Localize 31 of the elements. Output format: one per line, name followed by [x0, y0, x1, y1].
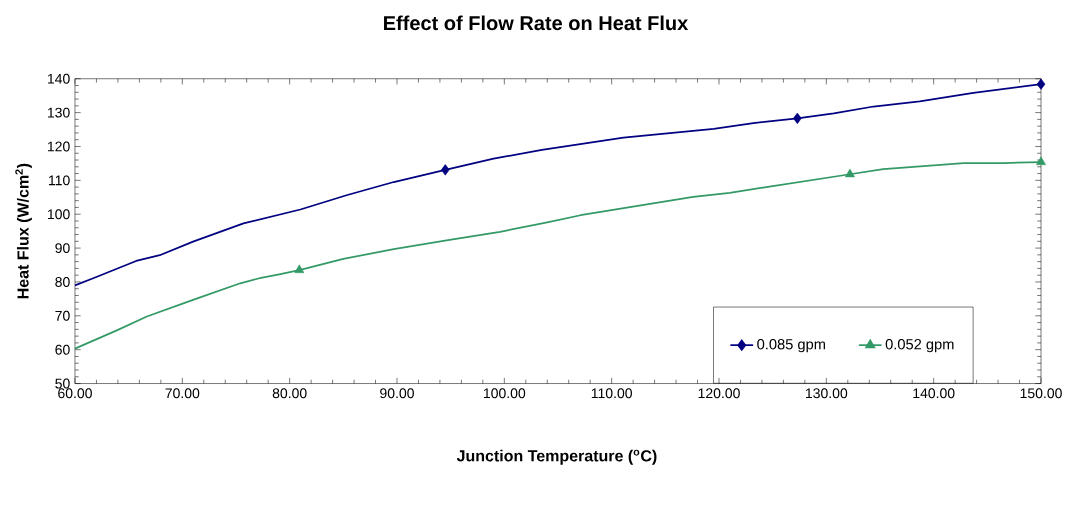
x-tick-label: 140.00 — [913, 388, 955, 399]
point — [441, 164, 450, 176]
x-tick-label: 80.00 — [272, 388, 307, 399]
legend-label: 0.052 gpm — [885, 339, 954, 353]
point — [294, 264, 305, 274]
x-tick-label: 70.00 — [165, 388, 200, 399]
x-tick-label: 150.00 — [1020, 388, 1062, 399]
x-axis-title: Junction Temperature ($^{o}$C) — [456, 449, 657, 465]
y-tick-label: 80 — [55, 277, 70, 287]
y-axis-title: Heat Flux (W/cm$^{2}$) — [15, 163, 32, 299]
y-tick-label: 70 — [55, 310, 70, 321]
point — [793, 112, 802, 124]
y-tick-label: 90 — [55, 243, 70, 254]
x-tick-label: 100.00 — [483, 388, 526, 399]
y-tick-label: 100 — [47, 209, 70, 220]
x-tick-label: 90.00 — [380, 388, 414, 399]
point — [1036, 156, 1046, 165]
x-tick-label: 60.00 — [58, 388, 92, 399]
legend-label: 0.085 gpm — [757, 339, 825, 353]
y-tick-label: 140 — [47, 73, 70, 84]
x-tick-label: 130.00 — [805, 388, 848, 399]
y-tick-label: 120 — [47, 141, 70, 152]
y-tick-label: 60 — [55, 344, 70, 355]
point — [845, 168, 855, 178]
y-tick-label: 50 — [55, 378, 70, 389]
y-tick-label: 130 — [47, 107, 70, 118]
point — [1036, 78, 1046, 90]
y-tick-label: 110 — [49, 175, 70, 186]
x-tick-label: 110.00 — [591, 388, 632, 399]
x-tick-label: 120.00 — [698, 388, 740, 399]
chart-title: Effect of Flow Rate on Heat Flux — [384, 15, 689, 31]
